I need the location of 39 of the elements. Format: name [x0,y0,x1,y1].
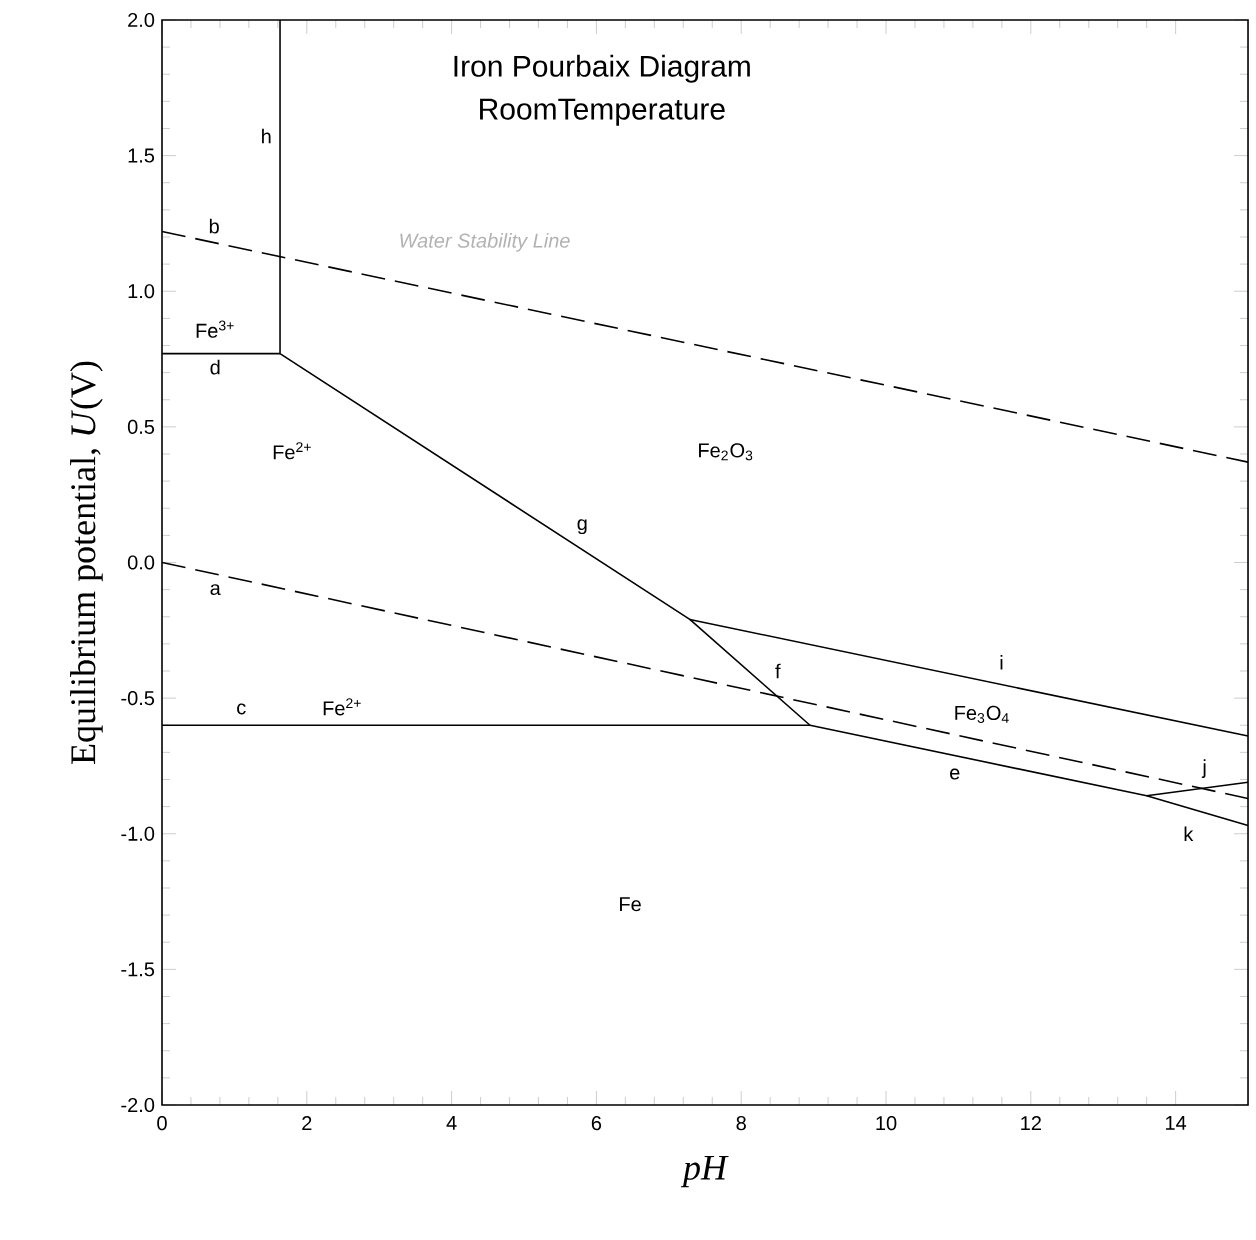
y-tick-label: -1.0 [121,826,155,841]
y-tick-label: 2.0 [128,12,155,28]
annotation: Fe$_{2}$O$_{3}$ [699,443,753,461]
annotation: Fe$^{3+}$ [196,320,234,338]
y-tick-label: 0.0 [127,555,155,570]
annotation: c [237,703,246,715]
x-tick-label: 6 [591,1116,602,1131]
x-axis-title: pH [680,1155,729,1188]
x-tick-label: 10 [876,1116,897,1131]
x-tick-label: 12 [1021,1116,1041,1131]
annotation: f [775,663,781,679]
annotation: e [950,768,960,780]
x-tick-label: 14 [1166,1116,1187,1130]
annotation: g [577,519,587,535]
annotation: d [210,359,220,375]
text: RoomTemperature [480,98,725,126]
annotation: Fe$_{3}$O$_{4}$ [955,705,1009,723]
annotation: i [1000,655,1003,670]
x-tick-label: 8 [736,1116,746,1131]
y-tick-label: -0.5 [121,691,155,706]
text: Iron Pourbaix Diagram [454,54,750,83]
annotation: Fe$^{2+}$ [273,442,311,460]
annotation: Water Stability Line [400,233,570,252]
annotation: Fe$^{2+}$ [323,698,361,716]
annotation: h [262,128,271,144]
y-axis-title: Equilibrium potential, U(V) [70,361,103,764]
y-tick-label: -1.5 [121,962,155,977]
y-tick-label: -2.0 [121,1097,155,1113]
x-tick-label: 2 [302,1116,312,1131]
annotation: k [1184,826,1194,841]
annotation: j [1201,759,1206,778]
annotation: a [210,584,221,596]
y-tick-label: 0.5 [127,419,155,434]
x-tick-label: 0 [157,1116,167,1131]
annotation: Fe [620,897,641,912]
x-tick-label: 4 [446,1116,457,1130]
y-tick-label: 1.0 [128,284,155,299]
annotation: b [209,218,219,234]
y-tick-label: 1.5 [128,148,155,163]
